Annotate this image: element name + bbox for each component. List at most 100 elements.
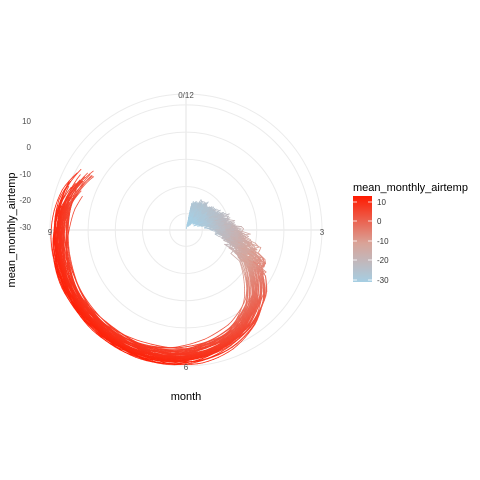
series-segment	[66, 212, 69, 218]
series-segment	[204, 342, 211, 345]
series-segment	[71, 212, 74, 219]
series-segment	[196, 359, 203, 362]
series-segment	[236, 328, 241, 333]
series-segment	[100, 319, 106, 325]
series-segment	[150, 346, 157, 349]
series-segment	[190, 342, 196, 345]
series-segment	[73, 271, 76, 278]
series-segment	[79, 195, 83, 201]
series-segment	[57, 226, 59, 234]
series-segment	[160, 349, 167, 352]
series-segment	[199, 342, 206, 345]
series-segment	[117, 342, 123, 347]
series-segment	[78, 310, 83, 317]
series-segment	[114, 327, 120, 332]
series-segment	[264, 290, 267, 297]
series-segment	[85, 299, 89, 305]
series-segment	[250, 278, 252, 285]
series-segment	[113, 328, 119, 333]
series-segment	[70, 176, 75, 182]
series-segment	[227, 332, 233, 337]
series-segment	[245, 315, 249, 321]
series-segment	[249, 321, 254, 327]
series-segment	[257, 307, 260, 314]
series-segment	[265, 290, 268, 297]
series-segment	[226, 344, 232, 349]
series-segment	[86, 305, 90, 311]
series-segment	[69, 267, 72, 274]
series-segment	[69, 256, 72, 263]
series-segment	[230, 340, 236, 345]
series-segment	[157, 362, 164, 365]
series-segment	[248, 276, 250, 283]
series-segment	[58, 276, 62, 284]
series-segment	[243, 297, 245, 304]
series-segment	[190, 345, 197, 349]
series-segment	[141, 355, 149, 358]
series-segment	[185, 343, 192, 346]
series-segment	[62, 211, 65, 218]
series-segment	[244, 263, 248, 269]
series-segment	[261, 273, 264, 280]
series-segment	[67, 186, 72, 193]
series-segment	[252, 268, 255, 274]
series-segment	[175, 345, 182, 348]
series-segment	[179, 363, 187, 365]
series-segment	[180, 344, 187, 347]
series-segment	[215, 343, 221, 347]
series-segment	[91, 329, 97, 335]
series-segment	[229, 324, 234, 330]
series-segment	[227, 321, 232, 326]
series-segment	[251, 324, 256, 330]
series-segment	[175, 351, 182, 354]
series-segment	[96, 317, 101, 322]
series-segment	[60, 226, 62, 234]
series-segment	[247, 272, 249, 278]
series-segment	[253, 268, 256, 275]
series-segment	[77, 285, 81, 292]
series-segment	[84, 321, 89, 327]
series-segment	[57, 221, 60, 228]
series-segment	[67, 222, 69, 228]
series-segment	[68, 246, 70, 253]
series-segment	[66, 191, 70, 198]
series-segment	[251, 275, 254, 282]
series-segment	[86, 174, 91, 179]
series-segment	[51, 249, 54, 256]
series-segment	[119, 349, 126, 353]
series-segment	[239, 260, 242, 266]
series-segment	[233, 313, 238, 319]
series-segment	[62, 190, 65, 196]
series-segment	[66, 180, 71, 187]
series-segment	[146, 358, 154, 361]
series-segment	[109, 325, 115, 330]
series-segment	[92, 313, 98, 318]
series-segment	[70, 217, 73, 224]
series-segment	[83, 300, 89, 306]
series-segment	[207, 356, 214, 359]
series-segment	[72, 288, 76, 295]
series-segment	[66, 227, 68, 233]
series-segment	[231, 317, 235, 323]
series-segment	[60, 237, 63, 244]
series-segment	[245, 301, 249, 307]
series-segment	[131, 339, 137, 343]
series-segment	[61, 275, 65, 282]
series-segment	[200, 344, 206, 347]
series-segment	[252, 245, 258, 251]
series-segment	[68, 262, 71, 269]
series-segment	[105, 321, 111, 327]
series-segment	[60, 282, 64, 289]
series-segment	[257, 275, 259, 281]
series-segment	[220, 326, 226, 331]
series-segment	[87, 303, 92, 309]
series-segment	[231, 341, 237, 346]
series-segment	[213, 337, 219, 341]
series-segment	[68, 256, 71, 263]
series-segment	[254, 273, 257, 280]
series-segment	[62, 287, 66, 294]
series-segment	[258, 296, 262, 303]
series-segment	[248, 311, 252, 317]
series-segment	[169, 355, 176, 357]
series-segment	[151, 343, 157, 346]
